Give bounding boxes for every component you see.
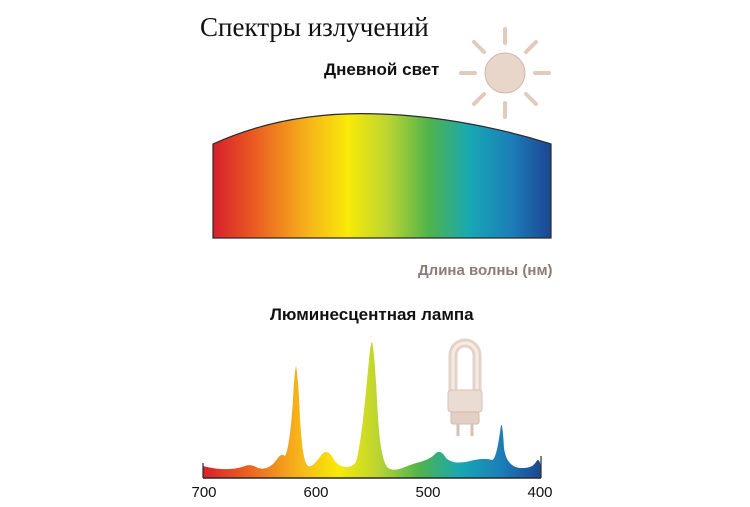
daylight-spectrum — [212, 113, 552, 239]
tick-label-500: 500 — [415, 484, 441, 501]
lamp-spectrum — [203, 342, 541, 478]
page-title: Спектры излучений — [200, 12, 429, 42]
sun-icon — [459, 27, 551, 119]
tick-label-400: 400 — [527, 484, 553, 501]
tick-label-700: 700 — [191, 484, 217, 501]
wavelength-caption: Длина волны (нм) — [418, 262, 553, 279]
fluorescent-lamp-icon — [447, 338, 483, 436]
lamp-label: Люминесцентная лампа — [270, 305, 474, 324]
daylight-label: Дневной свет — [324, 60, 440, 79]
tick-label-600: 600 — [303, 484, 329, 501]
